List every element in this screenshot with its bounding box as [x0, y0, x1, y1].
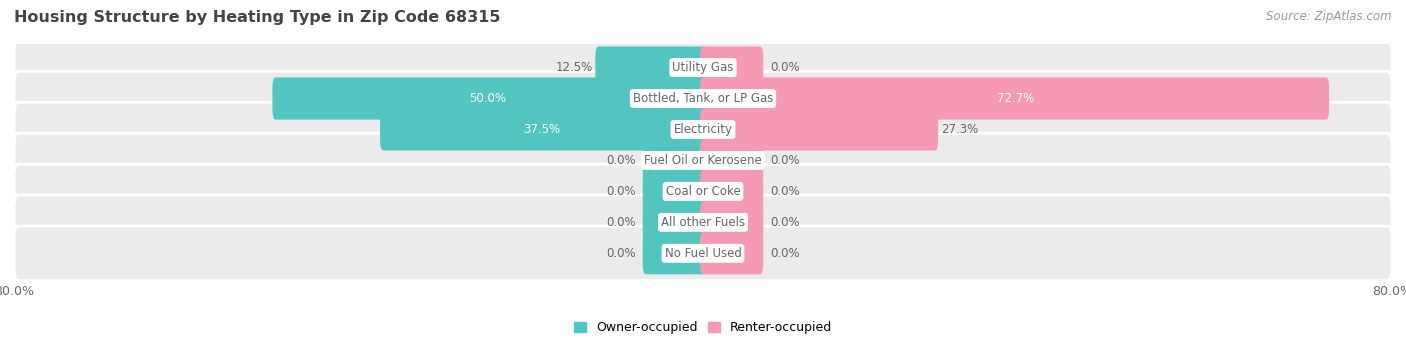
FancyBboxPatch shape: [643, 139, 706, 181]
Legend: Owner-occupied, Renter-occupied: Owner-occupied, Renter-occupied: [568, 316, 838, 339]
Text: 0.0%: 0.0%: [770, 154, 800, 167]
Text: 0.0%: 0.0%: [606, 247, 636, 260]
FancyBboxPatch shape: [14, 71, 1392, 126]
Text: All other Fuels: All other Fuels: [661, 216, 745, 229]
FancyBboxPatch shape: [595, 46, 706, 89]
Text: 0.0%: 0.0%: [770, 216, 800, 229]
FancyBboxPatch shape: [700, 77, 1329, 120]
Text: Electricity: Electricity: [673, 123, 733, 136]
Text: 50.0%: 50.0%: [470, 92, 506, 105]
Text: 0.0%: 0.0%: [770, 61, 800, 74]
FancyBboxPatch shape: [14, 164, 1392, 219]
Text: 12.5%: 12.5%: [555, 61, 592, 74]
FancyBboxPatch shape: [14, 40, 1392, 95]
FancyBboxPatch shape: [643, 170, 706, 212]
FancyBboxPatch shape: [273, 77, 706, 120]
FancyBboxPatch shape: [700, 108, 938, 150]
Text: Source: ZipAtlas.com: Source: ZipAtlas.com: [1267, 10, 1392, 23]
FancyBboxPatch shape: [643, 201, 706, 243]
Text: Coal or Coke: Coal or Coke: [665, 185, 741, 198]
Text: 0.0%: 0.0%: [770, 185, 800, 198]
Text: 37.5%: 37.5%: [523, 123, 560, 136]
FancyBboxPatch shape: [14, 195, 1392, 250]
Text: Bottled, Tank, or LP Gas: Bottled, Tank, or LP Gas: [633, 92, 773, 105]
FancyBboxPatch shape: [700, 170, 763, 212]
FancyBboxPatch shape: [14, 226, 1392, 281]
Text: Fuel Oil or Kerosene: Fuel Oil or Kerosene: [644, 154, 762, 167]
FancyBboxPatch shape: [700, 201, 763, 243]
FancyBboxPatch shape: [14, 102, 1392, 157]
Text: 27.3%: 27.3%: [941, 123, 979, 136]
Text: No Fuel Used: No Fuel Used: [665, 247, 741, 260]
Text: 72.7%: 72.7%: [997, 92, 1035, 105]
Text: 0.0%: 0.0%: [770, 247, 800, 260]
FancyBboxPatch shape: [380, 108, 706, 150]
FancyBboxPatch shape: [14, 133, 1392, 188]
FancyBboxPatch shape: [700, 139, 763, 181]
Text: 0.0%: 0.0%: [606, 185, 636, 198]
FancyBboxPatch shape: [700, 46, 763, 89]
FancyBboxPatch shape: [643, 232, 706, 275]
Text: 0.0%: 0.0%: [606, 154, 636, 167]
Text: 0.0%: 0.0%: [606, 216, 636, 229]
Text: Housing Structure by Heating Type in Zip Code 68315: Housing Structure by Heating Type in Zip…: [14, 10, 501, 25]
Text: Utility Gas: Utility Gas: [672, 61, 734, 74]
FancyBboxPatch shape: [700, 232, 763, 275]
